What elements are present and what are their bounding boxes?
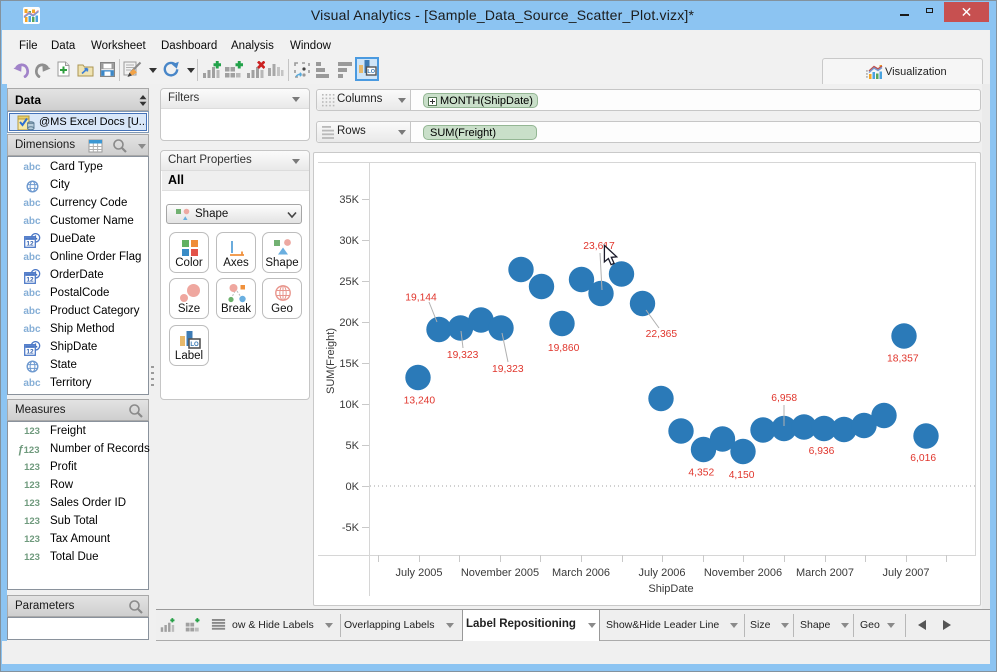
svg-text:12: 12 <box>26 276 34 283</box>
svg-text:4,352: 4,352 <box>688 467 714 478</box>
svg-text:July 2006: July 2006 <box>638 567 685 579</box>
svg-text:July 2005: July 2005 <box>395 567 442 579</box>
svg-text:30K: 30K <box>339 235 359 247</box>
svg-text:19,323: 19,323 <box>492 364 524 375</box>
svg-text:19,144: 19,144 <box>405 293 437 304</box>
svg-text:25K: 25K <box>339 276 359 288</box>
svg-text:23,617: 23,617 <box>583 241 615 252</box>
svg-text:November 2005: November 2005 <box>461 567 539 579</box>
svg-text:12: 12 <box>26 348 34 355</box>
svg-text:LO: LO <box>190 342 199 348</box>
svg-text:15K: 15K <box>339 358 359 370</box>
svg-text:March 2006: March 2006 <box>552 567 610 579</box>
svg-text:November 2006: November 2006 <box>704 567 782 579</box>
svg-text:March 2007: March 2007 <box>796 567 854 579</box>
svg-text:0K: 0K <box>346 481 360 493</box>
svg-text:19,860: 19,860 <box>548 343 580 354</box>
svg-text:LO: LO <box>367 69 375 75</box>
svg-text:12: 12 <box>26 240 34 247</box>
svg-text:20K: 20K <box>339 317 359 329</box>
svg-text:6,016: 6,016 <box>910 453 936 464</box>
svg-text:6,936: 6,936 <box>809 446 835 457</box>
svg-text:July 2007: July 2007 <box>882 567 929 579</box>
svg-text:-5K: -5K <box>342 522 360 534</box>
svg-text:19,323: 19,323 <box>447 350 479 361</box>
svg-text:22,365: 22,365 <box>646 329 678 340</box>
svg-text:35K: 35K <box>339 194 359 206</box>
svg-text:13,240: 13,240 <box>404 396 436 407</box>
svg-text:SUM(Freight): SUM(Freight) <box>325 328 337 394</box>
svg-text:ShipDate: ShipDate <box>648 583 693 595</box>
svg-text:4,150: 4,150 <box>729 470 755 481</box>
svg-text:5K: 5K <box>346 440 360 452</box>
svg-text:10K: 10K <box>339 399 359 411</box>
svg-text:6,958: 6,958 <box>771 393 797 404</box>
svg-text:18,357: 18,357 <box>887 353 919 364</box>
